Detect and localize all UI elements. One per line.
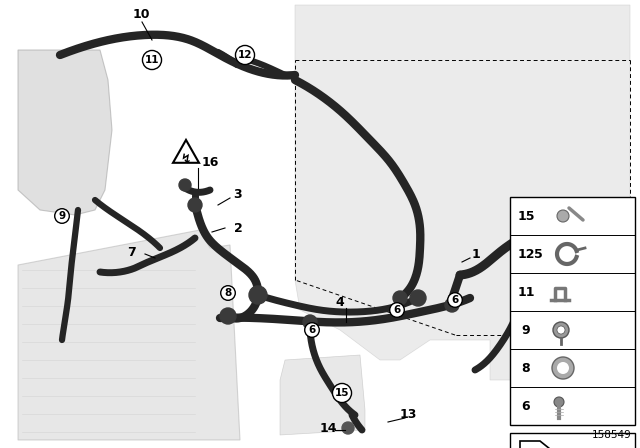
Text: 8: 8 xyxy=(522,362,531,375)
Text: 9: 9 xyxy=(58,211,65,221)
Text: 6: 6 xyxy=(522,400,531,413)
Circle shape xyxy=(553,322,569,338)
Circle shape xyxy=(557,362,569,374)
Text: 12: 12 xyxy=(517,247,535,260)
Text: 14: 14 xyxy=(319,422,337,435)
Text: 2: 2 xyxy=(234,221,243,234)
Text: 3: 3 xyxy=(234,189,243,202)
Circle shape xyxy=(393,291,407,305)
Text: 8: 8 xyxy=(225,288,232,298)
Circle shape xyxy=(552,357,574,379)
Circle shape xyxy=(554,397,564,407)
Text: 9: 9 xyxy=(522,323,531,336)
Text: 6: 6 xyxy=(308,325,316,335)
Circle shape xyxy=(342,422,354,434)
Circle shape xyxy=(188,198,202,212)
Polygon shape xyxy=(295,5,630,380)
Circle shape xyxy=(249,286,267,304)
Circle shape xyxy=(303,315,317,329)
Polygon shape xyxy=(18,230,240,440)
Text: 6: 6 xyxy=(451,295,459,305)
Text: 15: 15 xyxy=(335,388,349,398)
Polygon shape xyxy=(173,140,199,163)
Text: 6: 6 xyxy=(394,305,401,315)
Bar xyxy=(510,433,635,448)
Circle shape xyxy=(179,179,191,191)
Polygon shape xyxy=(280,355,365,435)
Text: 11: 11 xyxy=(517,285,535,298)
Text: 11: 11 xyxy=(145,55,159,65)
Circle shape xyxy=(557,210,569,222)
Text: 13: 13 xyxy=(399,408,417,421)
Text: 158549: 158549 xyxy=(592,430,632,440)
Circle shape xyxy=(445,298,459,312)
Text: ↯: ↯ xyxy=(180,152,191,165)
Text: 1: 1 xyxy=(472,247,481,260)
Bar xyxy=(510,197,635,425)
Circle shape xyxy=(557,326,565,334)
Text: 10: 10 xyxy=(132,9,150,22)
Text: 15: 15 xyxy=(517,210,535,223)
Text: 4: 4 xyxy=(335,296,344,309)
Polygon shape xyxy=(520,441,550,448)
Text: 7: 7 xyxy=(127,246,136,258)
Circle shape xyxy=(220,308,236,324)
Circle shape xyxy=(410,290,426,306)
Text: 12: 12 xyxy=(237,50,252,60)
Polygon shape xyxy=(18,50,112,215)
Text: 16: 16 xyxy=(202,155,219,168)
Text: 5: 5 xyxy=(534,249,542,262)
